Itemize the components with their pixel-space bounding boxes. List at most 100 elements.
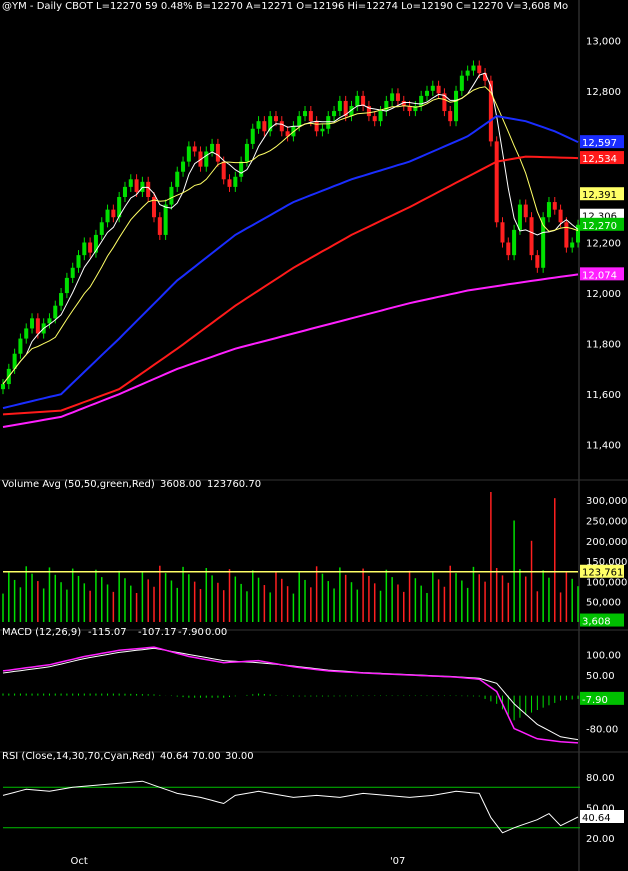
price-bar (459, 75, 464, 91)
price-bar (134, 179, 139, 192)
price-bar (88, 242, 93, 253)
price-bar (419, 95, 424, 106)
price-bar (430, 85, 435, 91)
rsi-panel-title: RSI (Close,14,30,70,Cyan,Red) (2, 751, 155, 762)
price-bar (523, 204, 528, 218)
price-bar (401, 100, 406, 106)
price-bar (546, 202, 551, 218)
price-bar (0, 384, 6, 390)
price-bar (297, 116, 302, 127)
price-bar (140, 181, 145, 192)
price-bar (494, 141, 499, 223)
macd-value-tag-bg (580, 691, 624, 705)
ma-red-line (2, 155, 579, 416)
price-bar (146, 181, 151, 197)
price-bar (332, 111, 337, 117)
price-bar (157, 217, 162, 235)
price-bar (355, 95, 360, 106)
price-bar (471, 65, 476, 71)
macd-signal-line (2, 647, 579, 741)
price-bar (390, 93, 395, 101)
price-bar (181, 161, 186, 172)
macd-panel-value: 0.00 (205, 627, 227, 638)
price-bar (454, 90, 459, 122)
price-bar (314, 121, 319, 132)
vol-axis-tick-label: 250,000 (586, 516, 627, 527)
price-bar (59, 293, 64, 306)
rsi-axis-tick-label: 20.00 (586, 834, 615, 845)
price-bar (337, 100, 342, 112)
price-bar (535, 255, 540, 268)
rsi-axis-tick-label: 80.00 (586, 773, 615, 784)
price-bar (465, 70, 470, 76)
price-bar (169, 186, 174, 205)
macd-value-tag: -7.90 (582, 695, 608, 706)
price-bar (76, 255, 81, 268)
volume-value-tag: 3,608 (582, 617, 611, 628)
volume-panel-title: Volume Avg (50,50,green,Red) (2, 479, 155, 490)
price-bar (361, 95, 366, 106)
vol-axis-tick-label: 50,000 (586, 598, 621, 609)
price-bar (99, 222, 104, 235)
vol-axis-tick-label: 150,000 (586, 557, 627, 568)
price-bar (320, 128, 325, 132)
macd-axis-tick-label: -80.00 (586, 725, 618, 736)
price-axis-tick-label: 11,400 (586, 441, 621, 452)
price-bar (424, 90, 430, 96)
price-bar (12, 353, 17, 369)
price-axis-tick-label: 12,200 (586, 239, 621, 250)
price-bar (256, 121, 261, 129)
price-axis-tick-label: 13,000 (586, 36, 621, 47)
ma-magenta-line (2, 273, 579, 428)
price-bar (506, 242, 511, 256)
volume-panel-value: 3608.00 (160, 479, 201, 490)
price-bar (93, 234, 98, 253)
price-value-tag: 12,391 (582, 190, 617, 201)
price-axis-tick-label: 12,800 (586, 87, 621, 98)
symbol-quote-line: @YM - Daily CBOT L=12270 59 0.48% B=1227… (2, 1, 569, 12)
price-value-tag-bg (580, 217, 624, 231)
vol-axis-tick-label: 200,000 (586, 537, 627, 548)
price-bar (442, 93, 447, 112)
price-bar (477, 65, 482, 74)
price-bar (30, 318, 35, 329)
x-axis-tick-label: '07 (390, 856, 405, 867)
macd-line (2, 646, 579, 744)
price-bar (488, 80, 493, 142)
price-bar (18, 338, 23, 354)
price-bar (541, 217, 546, 268)
price-bar (47, 318, 52, 324)
ma-blue-line (2, 115, 579, 410)
rsi-axis-tick-label: 50.00 (586, 804, 615, 815)
price-bar (233, 176, 238, 187)
price-bar (250, 128, 255, 144)
macd-panel-value: -115.07 (88, 627, 127, 638)
macd-axis-tick-label: 100.00 (586, 650, 621, 661)
price-bar (186, 146, 191, 162)
chart-header: @YM - Daily CBOT L=12270 59 0.48% B=1227… (2, 1, 568, 12)
price-value-tag-bg (580, 267, 624, 281)
price-bar (215, 143, 220, 162)
rsi-panel-value: 30.00 (225, 751, 254, 762)
price-bar (436, 85, 441, 94)
price-bar (407, 106, 412, 112)
ma-yellow-line (2, 86, 579, 385)
price-bar (82, 242, 87, 256)
price-bar (244, 143, 249, 162)
price-bar (483, 73, 488, 81)
volume-value-tag-bg (580, 613, 624, 627)
price-value-tag: 12,597 (582, 138, 617, 149)
price-bar (53, 305, 58, 319)
price-bar (117, 197, 122, 218)
volume-value-tag-bg (580, 564, 624, 578)
price-value-tag: 12,074 (582, 270, 617, 281)
price-value-tag-bg (580, 187, 624, 201)
price-value-tag: 12,534 (582, 154, 617, 165)
ma-white-line (2, 72, 579, 385)
price-bar (308, 111, 313, 122)
price-value-tag: 12,306 (582, 212, 617, 223)
price-bar (163, 204, 168, 235)
price-bar (384, 100, 389, 112)
price-bar (575, 224, 581, 243)
